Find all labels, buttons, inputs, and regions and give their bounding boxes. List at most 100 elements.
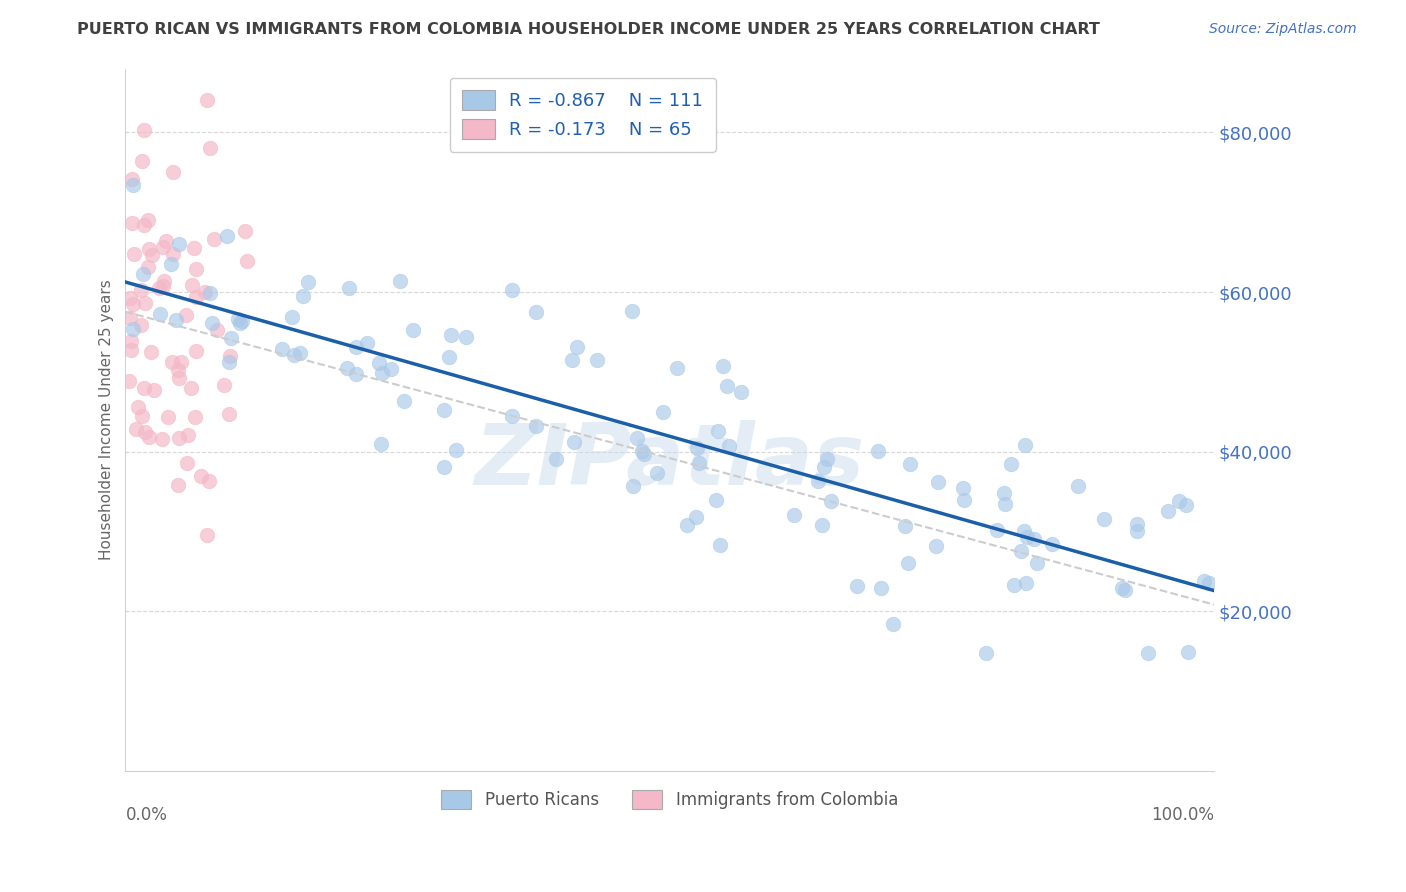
Point xyxy=(898,457,921,471)
Point xyxy=(176,456,198,470)
Point xyxy=(148,281,170,295)
Point xyxy=(709,538,731,552)
Point xyxy=(195,527,218,541)
Point xyxy=(125,422,148,436)
Point xyxy=(896,556,918,570)
Point xyxy=(1066,479,1088,493)
Point xyxy=(730,384,752,399)
Point xyxy=(346,340,368,354)
Point xyxy=(118,291,141,305)
Point xyxy=(1198,576,1220,591)
Point xyxy=(138,429,160,443)
Point xyxy=(162,247,184,261)
Point xyxy=(297,275,319,289)
Point xyxy=(621,304,644,318)
Point xyxy=(195,93,218,107)
Point xyxy=(994,497,1017,511)
Text: 0.0%: 0.0% xyxy=(125,806,167,824)
Text: 100.0%: 100.0% xyxy=(1152,806,1213,824)
Point xyxy=(811,518,834,533)
Point xyxy=(134,425,156,439)
Point xyxy=(229,316,252,330)
Point xyxy=(1114,582,1136,597)
Point xyxy=(707,424,730,438)
Point xyxy=(565,340,588,354)
Point xyxy=(524,305,547,319)
Point xyxy=(716,378,738,392)
Point xyxy=(218,407,240,421)
Point xyxy=(141,248,163,262)
Point xyxy=(131,154,153,169)
Point xyxy=(1136,646,1159,660)
Point xyxy=(184,410,207,425)
Point xyxy=(704,492,727,507)
Point xyxy=(952,493,974,508)
Point xyxy=(645,466,668,480)
Point xyxy=(866,444,889,458)
Point xyxy=(1177,645,1199,659)
Point xyxy=(122,297,145,311)
Point xyxy=(1157,504,1180,518)
Point xyxy=(337,281,360,295)
Point xyxy=(132,123,155,137)
Point xyxy=(194,285,217,300)
Point xyxy=(283,348,305,362)
Point xyxy=(121,172,143,186)
Point xyxy=(271,343,294,357)
Point xyxy=(184,262,207,277)
Point xyxy=(166,362,188,376)
Point xyxy=(156,410,179,425)
Point xyxy=(162,165,184,179)
Point xyxy=(120,311,142,326)
Point xyxy=(120,343,142,357)
Point xyxy=(202,232,225,246)
Point xyxy=(138,242,160,256)
Point xyxy=(183,241,205,255)
Point xyxy=(141,345,163,359)
Point xyxy=(180,381,202,395)
Point xyxy=(666,361,689,376)
Text: ZIPatlas: ZIPatlas xyxy=(475,420,865,503)
Point xyxy=(807,474,830,488)
Point xyxy=(217,228,239,243)
Point xyxy=(170,355,193,369)
Point xyxy=(231,314,253,328)
Point xyxy=(236,254,259,268)
Point xyxy=(200,316,222,330)
Point xyxy=(846,579,869,593)
Point xyxy=(200,140,222,154)
Point xyxy=(1125,516,1147,531)
Point xyxy=(1125,524,1147,539)
Point xyxy=(132,218,155,232)
Point xyxy=(166,477,188,491)
Point xyxy=(633,447,655,461)
Point xyxy=(190,469,212,483)
Point xyxy=(169,371,191,385)
Point xyxy=(820,494,842,508)
Point xyxy=(869,582,891,596)
Point xyxy=(129,318,152,333)
Point xyxy=(986,524,1008,538)
Point xyxy=(631,444,654,458)
Point xyxy=(626,431,648,445)
Point xyxy=(288,346,311,360)
Text: Source: ZipAtlas.com: Source: ZipAtlas.com xyxy=(1209,22,1357,37)
Point xyxy=(226,312,249,326)
Point xyxy=(367,356,389,370)
Point xyxy=(150,432,173,446)
Point xyxy=(122,247,145,261)
Point xyxy=(134,295,156,310)
Point xyxy=(1015,530,1038,544)
Point xyxy=(927,475,949,489)
Point xyxy=(120,334,142,349)
Point xyxy=(153,274,176,288)
Point xyxy=(177,428,200,442)
Point xyxy=(815,452,838,467)
Point xyxy=(974,646,997,660)
Point xyxy=(894,518,917,533)
Point xyxy=(440,328,463,343)
Point xyxy=(433,403,456,417)
Point xyxy=(652,405,675,419)
Point xyxy=(1012,524,1035,538)
Point xyxy=(167,237,190,252)
